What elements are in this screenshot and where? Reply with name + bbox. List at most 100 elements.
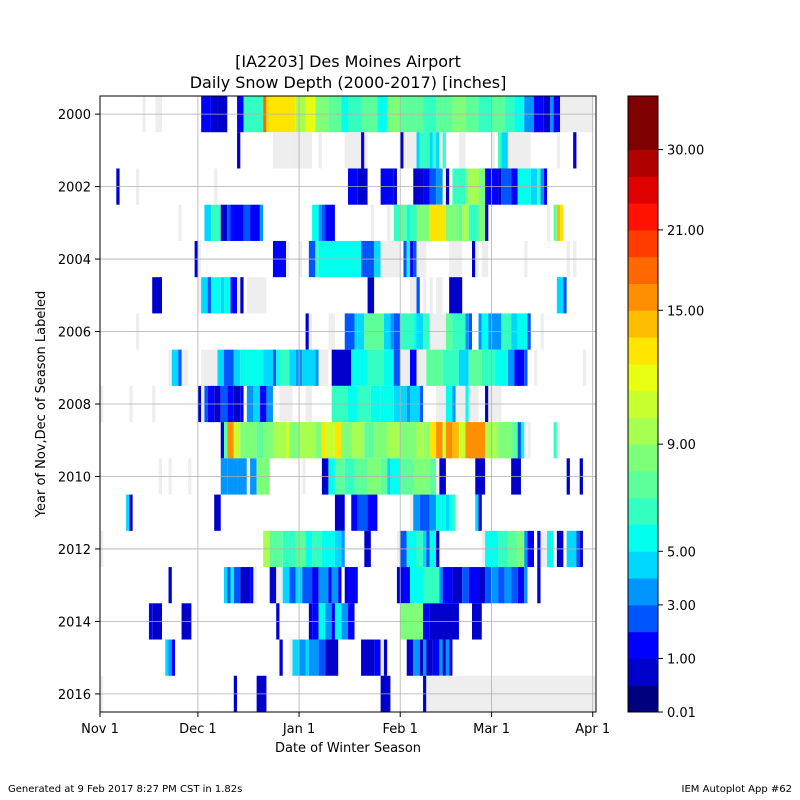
heatmap-cell — [442, 639, 446, 676]
heatmap-cell — [387, 422, 401, 459]
heatmap-cell — [348, 567, 358, 604]
y-axis-label: Year of Nov,Dec of Season Labeled — [34, 291, 49, 518]
heatmap-cell — [204, 204, 211, 241]
heatmap-cell — [181, 349, 189, 386]
heatmap-cell — [272, 132, 290, 169]
heatmap-cell — [416, 277, 420, 314]
heatmap-cell — [328, 567, 332, 604]
heatmap-cell — [462, 567, 469, 604]
heatmap-cell — [126, 494, 130, 531]
heatmap-cell — [279, 639, 283, 676]
x-tick-label: Dec 1 — [179, 722, 217, 737]
heatmap-cell — [152, 277, 162, 314]
heatmap-cell — [481, 349, 495, 386]
colorbar-segment — [628, 631, 658, 659]
heatmap-cell — [263, 349, 273, 386]
y-tick-label: 2010 — [58, 470, 91, 485]
heatmap-cell — [224, 349, 234, 386]
heatmap-cell — [527, 422, 531, 459]
heatmap-cell — [400, 349, 410, 386]
heatmap-cell — [276, 567, 283, 604]
heatmap-cell — [364, 132, 368, 169]
heatmap-cell — [452, 422, 459, 459]
colorbar-segment — [628, 122, 658, 151]
colorbar-segment — [628, 256, 658, 284]
heatmap-cell — [524, 567, 528, 604]
heatmap-cell — [207, 277, 211, 314]
heatmap-cell — [387, 204, 391, 241]
heatmap-cell — [341, 422, 352, 459]
heatmap-cell — [256, 422, 264, 459]
heatmap-cell — [214, 494, 221, 531]
heatmap-cell — [129, 494, 133, 531]
heatmap-cell — [312, 567, 319, 604]
heatmap-cell — [406, 204, 410, 241]
heatmap-cell — [449, 494, 453, 531]
heatmap-cell — [299, 422, 316, 459]
x-axis-label: Date of Winter Season — [275, 741, 421, 756]
heatmap-cell — [423, 639, 427, 676]
heatmap-cell — [367, 349, 384, 386]
heatmap-cell — [485, 204, 489, 241]
heatmap-cell — [286, 422, 290, 459]
chart-title-line1: [IA2203] Des Moines Airport — [235, 52, 461, 71]
colorbar-segment — [628, 310, 658, 338]
heatmap-cell — [331, 567, 339, 604]
heatmap-cell — [547, 204, 551, 241]
colorbar-segment — [628, 685, 658, 713]
y-tick-label: 2014 — [58, 615, 91, 630]
heatmap-cell — [237, 277, 241, 314]
x-tick-label: Jan 1 — [282, 722, 315, 737]
colorbar-tick-label: 30.00 — [667, 144, 704, 159]
heatmap-cell — [410, 349, 417, 386]
heatmap-cell — [318, 132, 322, 169]
heatmap-cell — [224, 567, 228, 604]
heatmap-cell — [325, 422, 335, 459]
heatmap-cell — [246, 349, 264, 386]
y-tick-label: 2000 — [58, 108, 91, 123]
heatmap-cell — [423, 567, 440, 604]
heatmap-cell — [318, 567, 329, 604]
heatmap-cell — [331, 349, 352, 386]
colorbar-tick-label: 0.01 — [667, 706, 696, 721]
heatmap-cell — [240, 277, 244, 314]
heatmap-cell — [302, 349, 316, 386]
heatmap-cell — [351, 349, 368, 386]
colorbar-segment — [628, 444, 658, 472]
heatmap-cell — [344, 132, 362, 169]
heatmap-cell — [410, 567, 424, 604]
heatmap-cell — [396, 567, 401, 604]
heatmap-cell — [429, 204, 446, 241]
heatmap-cell — [419, 132, 430, 169]
heatmap-cell — [517, 567, 525, 604]
heatmap-cell — [165, 639, 169, 676]
colorbar-segment — [628, 470, 658, 499]
heatmap-cell — [439, 639, 443, 676]
heatmap-cell — [243, 204, 251, 241]
colorbar-tick-label: 5.00 — [667, 545, 696, 560]
heatmap-cell — [517, 422, 521, 459]
heatmap-cell — [233, 422, 241, 459]
chart-title-line2: Daily Snow Depth (2000-2017) [inches] — [190, 73, 507, 92]
heatmap-cell — [556, 204, 561, 241]
heatmap-cell — [511, 132, 531, 169]
heatmap-cell — [227, 567, 231, 604]
heatmap-cell — [429, 132, 433, 169]
heatmap-cell — [419, 494, 430, 531]
heatmap-cell — [351, 422, 365, 459]
heatmap-cell — [217, 349, 224, 386]
colorbar-segment — [628, 149, 658, 177]
heatmap-cell — [250, 567, 254, 604]
colorbar-tick-label: 3.00 — [667, 599, 696, 614]
heatmap-cell — [168, 567, 172, 604]
heatmap-cell — [423, 277, 427, 314]
colorbar-tick-label: 15.00 — [667, 304, 704, 319]
heatmap-cell — [498, 567, 505, 604]
heatmap-cell — [367, 277, 375, 314]
x-tick-label: Nov 1 — [81, 722, 119, 737]
heatmap-cell — [439, 567, 443, 604]
heatmap-cell — [383, 349, 394, 386]
heatmap-cell — [553, 422, 557, 459]
heatmap-cell — [210, 204, 221, 241]
